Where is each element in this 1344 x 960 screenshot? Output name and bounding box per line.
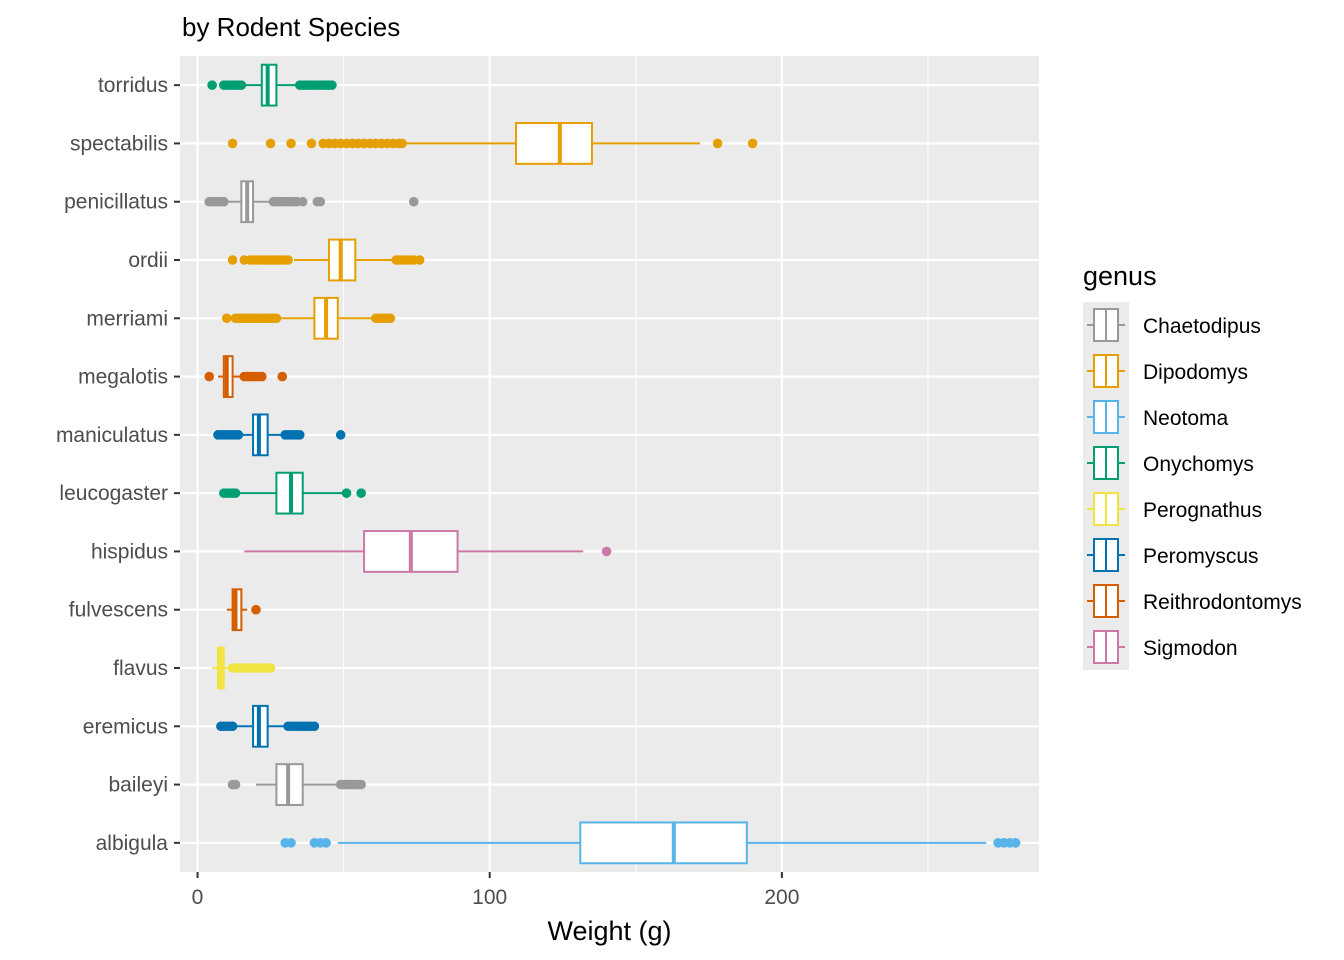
box-baileyi <box>227 763 366 806</box>
outlier-point <box>271 313 282 324</box>
outlier-point <box>335 430 346 440</box>
outlier-point <box>297 196 308 207</box>
x-tick-label: 100 <box>472 886 507 909</box>
outlier-point <box>408 196 419 207</box>
outlier-point <box>219 196 229 207</box>
outlier-point <box>236 80 247 90</box>
y-tick-label: ordii <box>128 249 168 272</box>
outlier-point <box>712 138 723 149</box>
outlier-point <box>257 371 267 382</box>
y-tick-label: megalotis <box>78 366 168 389</box>
legend-item: Chaetodipus <box>1087 308 1261 342</box>
y-tick-label: torridus <box>98 74 168 97</box>
chart-subtitle: by Rodent Species <box>182 12 400 42</box>
box-maniculatus <box>213 413 346 457</box>
legend-items: Chaetodipus Dipodomys Neotoma Onychomys Pero… <box>1087 308 1302 664</box>
outlier-point <box>251 604 261 615</box>
legend-label: Reithrodontomys <box>1143 591 1302 614</box>
outlier-point <box>265 663 276 673</box>
box-albigula <box>280 821 1021 865</box>
y-tick-label: maniculatus <box>56 424 168 447</box>
box-flavus <box>212 646 276 690</box>
box-merriami <box>221 296 396 340</box>
outlier-point <box>397 138 407 149</box>
box-eremicus <box>216 704 320 748</box>
outlier-point <box>221 313 232 324</box>
outlier-point <box>227 721 238 732</box>
x-tick-label: 200 <box>764 886 799 909</box>
outlier-point <box>286 138 296 149</box>
outlier-point <box>283 255 293 265</box>
outlier-point <box>356 488 366 498</box>
legend-label: Perognathus <box>1143 499 1262 522</box>
y-tick-label: baileyi <box>108 774 168 797</box>
outlier-point <box>601 546 612 557</box>
x-tick-label: 0 <box>192 886 204 909</box>
legend-label: Neotoma <box>1143 407 1229 430</box>
outlier-point <box>230 779 241 790</box>
legend-label: Onychomys <box>1143 453 1254 476</box>
x-axis-title: Weight (g) <box>547 916 671 946</box>
box-iqr <box>579 821 748 865</box>
y-tick-label: spectabilis <box>70 132 168 155</box>
legend-item: Reithrodontomys <box>1087 584 1302 618</box>
outlier-point <box>233 430 244 440</box>
outlier-point <box>265 138 276 149</box>
box-iqr <box>515 122 593 165</box>
outlier-point <box>306 138 317 149</box>
y-tick-label: fulvescens <box>69 599 168 622</box>
y-tick-label: eremicus <box>83 715 168 738</box>
outlier-point <box>747 138 758 149</box>
outlier-point <box>356 779 366 790</box>
outlier-point <box>327 80 337 90</box>
legend-label: Chaetodipus <box>1143 315 1261 338</box>
y-tick-label: albigula <box>96 832 169 855</box>
legend-label: Sigmodon <box>1143 637 1238 660</box>
y-axis: torridus spectabilis penicillatus ordii merr… <box>56 74 180 855</box>
outlier-point <box>1010 838 1021 848</box>
outlier-point <box>277 371 288 382</box>
box-penicillatus <box>204 180 419 224</box>
box-megalotis <box>204 355 288 398</box>
outlier-point <box>309 721 320 732</box>
plot-panel <box>180 56 1039 872</box>
legend: genus Chaetodipus Dipodomys Neotoma Onychom… <box>1083 261 1302 670</box>
box-leucogaster <box>219 471 366 515</box>
legend-item: Neotoma <box>1087 400 1229 434</box>
y-tick-label: penicillatus <box>64 191 168 214</box>
legend-label: Dipodomys <box>1143 361 1248 384</box>
box-torridus <box>207 63 337 107</box>
outlier-point <box>227 255 238 265</box>
box-hispidus <box>244 530 612 573</box>
box-ordii <box>227 238 425 282</box>
y-tick-label: leucogaster <box>59 482 168 505</box>
legend-label: Peromyscus <box>1143 545 1259 568</box>
outlier-point <box>204 371 215 382</box>
outlier-point <box>207 80 217 90</box>
outlier-point <box>230 488 241 498</box>
outlier-point <box>385 313 396 324</box>
outlier-point <box>315 196 326 207</box>
box-spectabilis <box>227 122 758 165</box>
outlier-point <box>294 430 305 440</box>
outlier-point <box>227 138 238 149</box>
legend-item: Dipodomys <box>1087 354 1248 388</box>
minor-gridlines <box>343 56 929 872</box>
box-fulvescens <box>226 588 261 632</box>
legend-item: Peromyscus <box>1087 538 1259 572</box>
legend-title: genus <box>1083 261 1157 291</box>
legend-item: Sigmodon <box>1087 630 1238 664</box>
y-tick-label: flavus <box>113 657 168 680</box>
outlier-point <box>341 488 352 498</box>
x-axis: 0 100 200 <box>192 872 799 909</box>
y-tick-label: hispidus <box>91 540 168 563</box>
outlier-point <box>321 838 331 848</box>
outlier-point <box>286 838 296 848</box>
outlier-point <box>414 255 425 265</box>
boxplot-series <box>204 63 1021 865</box>
y-tick-label: merriami <box>86 307 168 330</box>
legend-item: Onychomys <box>1087 446 1254 480</box>
legend-item: Perognathus <box>1087 492 1262 526</box>
